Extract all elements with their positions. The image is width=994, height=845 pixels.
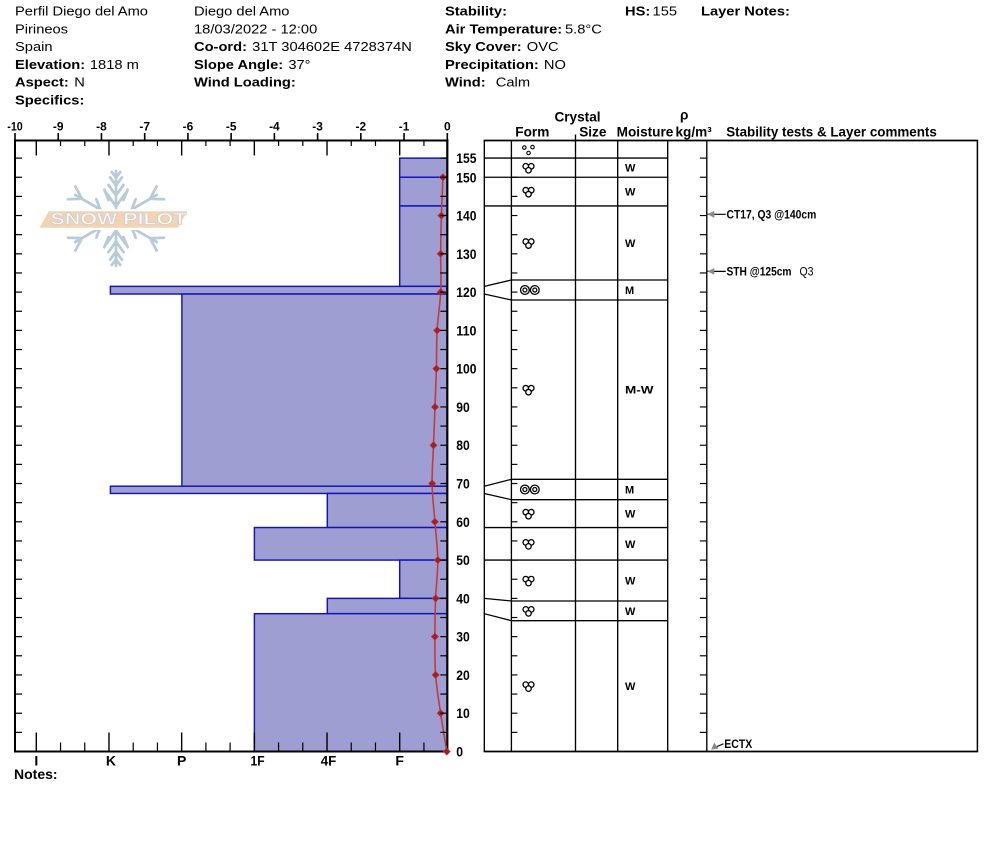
svg-text:40: 40	[456, 590, 470, 606]
svg-text:W: W	[625, 576, 636, 588]
svg-text:155: 155	[456, 150, 476, 166]
svg-text:Size: Size	[579, 124, 607, 139]
svg-text:10: 10	[456, 705, 470, 721]
svg-text:K: K	[106, 752, 116, 768]
svg-text:Wind Loading:: Wind Loading:	[194, 74, 296, 89]
svg-text:Layer Notes:: Layer Notes:	[701, 3, 790, 18]
svg-text:18/03/2022 - 12:00: 18/03/2022 - 12:00	[194, 21, 318, 36]
svg-text:-2: -2	[356, 119, 367, 133]
svg-text:M: M	[625, 285, 634, 297]
svg-text:Sky Cover:OVC: Sky Cover: OVC	[445, 39, 559, 54]
svg-text:M-W: M-W	[625, 385, 654, 397]
svg-text:ECTX: ECTX	[724, 739, 752, 751]
svg-text:50: 50	[456, 552, 470, 568]
svg-text:Stability tests & Layer commen: Stability tests & Layer comments	[726, 124, 937, 139]
svg-text:Aspect:N: Aspect: N	[15, 74, 85, 89]
svg-text:100: 100	[456, 361, 476, 377]
svg-text:Perfil Diego del Amo: Perfil Diego del Amo	[15, 3, 148, 18]
svg-text:CT17, Q3 @140cm: CT17, Q3 @140cm	[727, 210, 817, 222]
svg-text:60: 60	[456, 514, 470, 530]
svg-text:HS:155: HS: 155	[625, 3, 677, 18]
svg-text:W: W	[625, 539, 636, 551]
svg-text:70: 70	[456, 476, 470, 492]
svg-text:-1: -1	[399, 119, 410, 133]
svg-text:-7: -7	[139, 119, 150, 133]
svg-text:80: 80	[456, 437, 470, 453]
svg-text:110: 110	[456, 322, 476, 338]
svg-text:W: W	[625, 187, 636, 199]
svg-text:Crystal: Crystal	[554, 109, 600, 124]
svg-text:140: 140	[456, 208, 476, 224]
svg-text:130: 130	[456, 246, 476, 262]
svg-text:M: M	[625, 485, 634, 497]
svg-text:150: 150	[456, 169, 476, 185]
svg-text:Elevation:1818 m: Elevation: 1818 m	[15, 57, 139, 72]
svg-text:ρ: ρ	[680, 108, 688, 123]
svg-text:Moisture: Moisture	[617, 124, 674, 139]
svg-text:0: 0	[444, 119, 451, 133]
svg-text:kg/m³: kg/m³	[675, 124, 712, 139]
svg-text:90: 90	[456, 399, 470, 415]
svg-text:1F: 1F	[250, 752, 264, 768]
svg-text:W: W	[625, 163, 636, 175]
svg-text:W: W	[625, 509, 636, 521]
svg-text:20: 20	[456, 667, 470, 683]
svg-text:0: 0	[456, 744, 463, 760]
svg-text:Form: Form	[515, 124, 549, 139]
svg-text:P: P	[177, 752, 186, 768]
svg-text:-10: -10	[7, 119, 23, 133]
svg-text:Stability:: Stability:	[445, 3, 507, 18]
svg-text:Wind:Calm: Wind: Calm	[445, 74, 530, 89]
svg-text:Specifics:: Specifics:	[15, 92, 84, 107]
svg-text:W: W	[625, 238, 636, 250]
svg-text:I: I	[34, 752, 38, 768]
svg-text:4F: 4F	[321, 752, 337, 768]
svg-text:Air Temperature:5.8°C: Air Temperature: 5.8°C	[445, 21, 602, 36]
svg-text:-6: -6	[183, 119, 194, 133]
svg-text:Diego del Amo: Diego del Amo	[194, 3, 290, 18]
svg-text:F: F	[395, 752, 404, 768]
svg-text:Co-ord:31T 304602E 4728374N: Co-ord: 31T 304602E 4728374N	[194, 39, 412, 54]
svg-text:Spain: Spain	[15, 39, 53, 54]
svg-text:Precipitation:NO: Precipitation: NO	[445, 57, 566, 72]
svg-text:Pirineos: Pirineos	[15, 21, 68, 36]
svg-text:W: W	[625, 681, 636, 693]
svg-text:30: 30	[456, 629, 470, 645]
svg-text:SNOW PILOT: SNOW PILOT	[51, 211, 187, 229]
svg-text:-4: -4	[269, 119, 280, 133]
svg-text:-3: -3	[312, 119, 323, 133]
svg-text:-9: -9	[53, 119, 64, 133]
svg-text:-8: -8	[96, 119, 107, 133]
svg-text:-5: -5	[226, 119, 237, 133]
svg-text:Notes:: Notes:	[14, 766, 58, 782]
svg-text:Slope Angle:37°: Slope Angle: 37°	[194, 57, 311, 72]
svg-text:W: W	[625, 606, 636, 618]
svg-text:120: 120	[456, 284, 476, 300]
